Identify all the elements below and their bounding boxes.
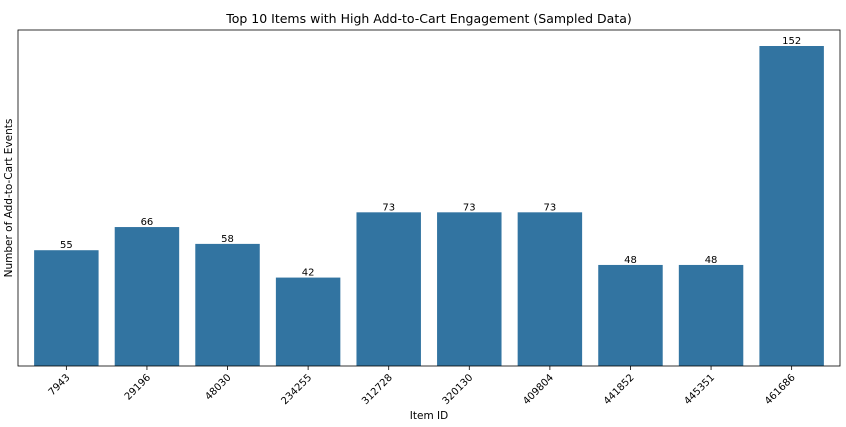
bar-234255 — [275, 277, 341, 366]
data-label-320130: 73 — [463, 202, 476, 213]
x-tick-label-234255: 234255 — [279, 372, 314, 407]
data-label-48030: 58 — [221, 234, 234, 245]
x-tick-label-7943: 7943 — [47, 372, 73, 398]
data-label-29196: 66 — [141, 217, 154, 228]
data-label-234255: 42 — [302, 268, 315, 279]
x-tick-label-445351: 445351 — [682, 372, 717, 407]
plot-frame — [17, 29, 841, 367]
bar-320130 — [437, 212, 502, 366]
bar-409804 — [517, 212, 583, 366]
data-label-7943: 55 — [60, 240, 73, 251]
x-tick-label-312728: 312728 — [360, 372, 395, 407]
bar-312728 — [356, 212, 421, 366]
data-label-461686: 152 — [782, 36, 801, 47]
bar-441852 — [598, 264, 663, 366]
bar-48030 — [195, 243, 260, 366]
bar-7943 — [34, 250, 99, 366]
x-tick-label-320130: 320130 — [441, 372, 476, 407]
x-ticks-group: 7943 29196 48030 234255 312728 320130 409804 44… — [47, 366, 798, 407]
y-axis-label: Number of Add-to-Cart Events — [3, 119, 15, 278]
data-label-312728: 73 — [382, 202, 395, 213]
chart-title: Top 10 Items with High Add-to-Cart Engag… — [225, 11, 632, 26]
x-axis-label: Item ID — [410, 410, 448, 422]
x-tick-label-48030: 48030 — [203, 372, 233, 402]
x-tick-label-409804: 409804 — [521, 372, 556, 407]
data-label-409804: 73 — [544, 202, 557, 213]
data-label-441852: 48 — [624, 255, 637, 266]
data-labels-group: 55 66 58 42 73 73 73 48 48 152 — [60, 36, 801, 279]
x-tick-label-29196: 29196 — [123, 372, 153, 402]
bar-29196 — [114, 227, 180, 366]
bar-445351 — [678, 264, 744, 366]
bars-group — [34, 46, 824, 366]
bar-461686 — [759, 46, 824, 366]
x-tick-label-461686: 461686 — [763, 372, 798, 407]
data-label-445351: 48 — [705, 255, 718, 266]
x-tick-label-441852: 441852 — [602, 372, 637, 407]
